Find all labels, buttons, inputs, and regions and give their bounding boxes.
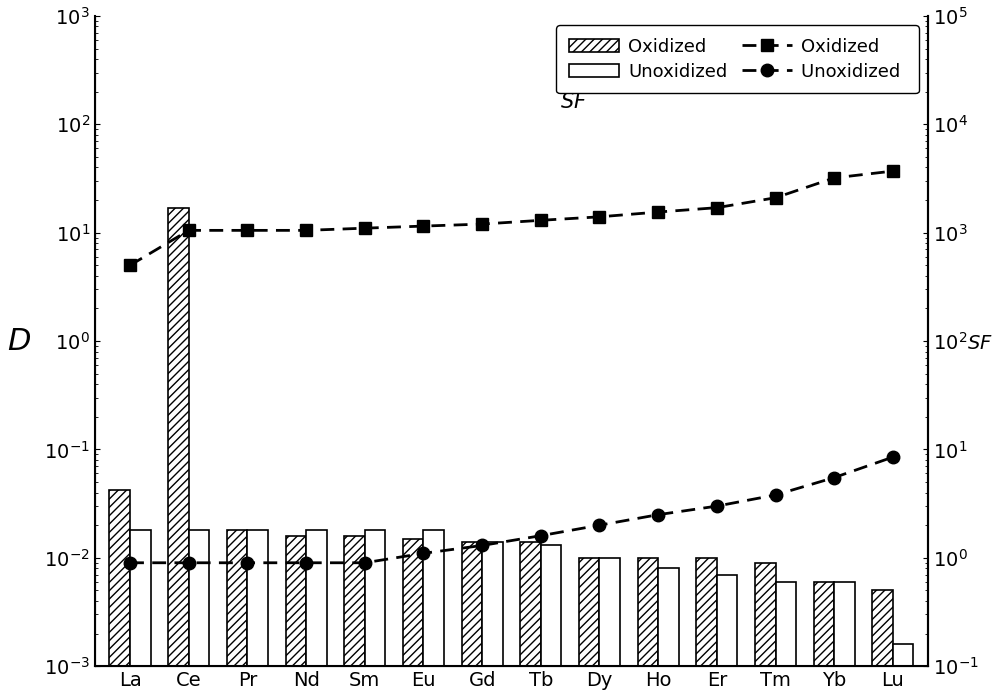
Bar xyxy=(755,562,776,697)
Bar xyxy=(130,530,151,697)
Bar xyxy=(365,530,385,697)
Bar xyxy=(579,558,599,697)
Text: $\mathit{SF}$: $\mathit{SF}$ xyxy=(560,92,587,112)
Bar xyxy=(482,542,503,697)
Bar xyxy=(227,530,247,697)
Bar xyxy=(462,542,482,697)
Bar xyxy=(638,558,658,697)
Bar xyxy=(717,574,737,697)
Bar xyxy=(696,558,717,697)
Bar xyxy=(286,536,306,697)
Bar xyxy=(541,546,561,697)
Bar xyxy=(893,644,913,697)
Bar xyxy=(109,490,130,697)
Bar xyxy=(344,536,365,697)
Bar xyxy=(168,208,189,697)
Text: $\mathit{D}$: $\mathit{D}$ xyxy=(560,42,577,61)
Bar xyxy=(306,530,327,697)
Bar xyxy=(403,539,423,697)
Y-axis label: $\mathit{D}$: $\mathit{D}$ xyxy=(7,326,31,355)
Bar xyxy=(520,542,541,697)
Bar xyxy=(872,590,893,697)
Bar xyxy=(247,530,268,697)
Bar xyxy=(189,530,209,697)
Legend: Oxidized, Unoxidized, Oxidized , Unoxidized : Oxidized, Unoxidized, Oxidized , Unoxidi… xyxy=(556,25,919,93)
Bar xyxy=(658,568,679,697)
Bar xyxy=(834,582,855,697)
Bar xyxy=(599,558,620,697)
Bar xyxy=(776,582,796,697)
Bar xyxy=(814,582,834,697)
Bar xyxy=(423,530,444,697)
